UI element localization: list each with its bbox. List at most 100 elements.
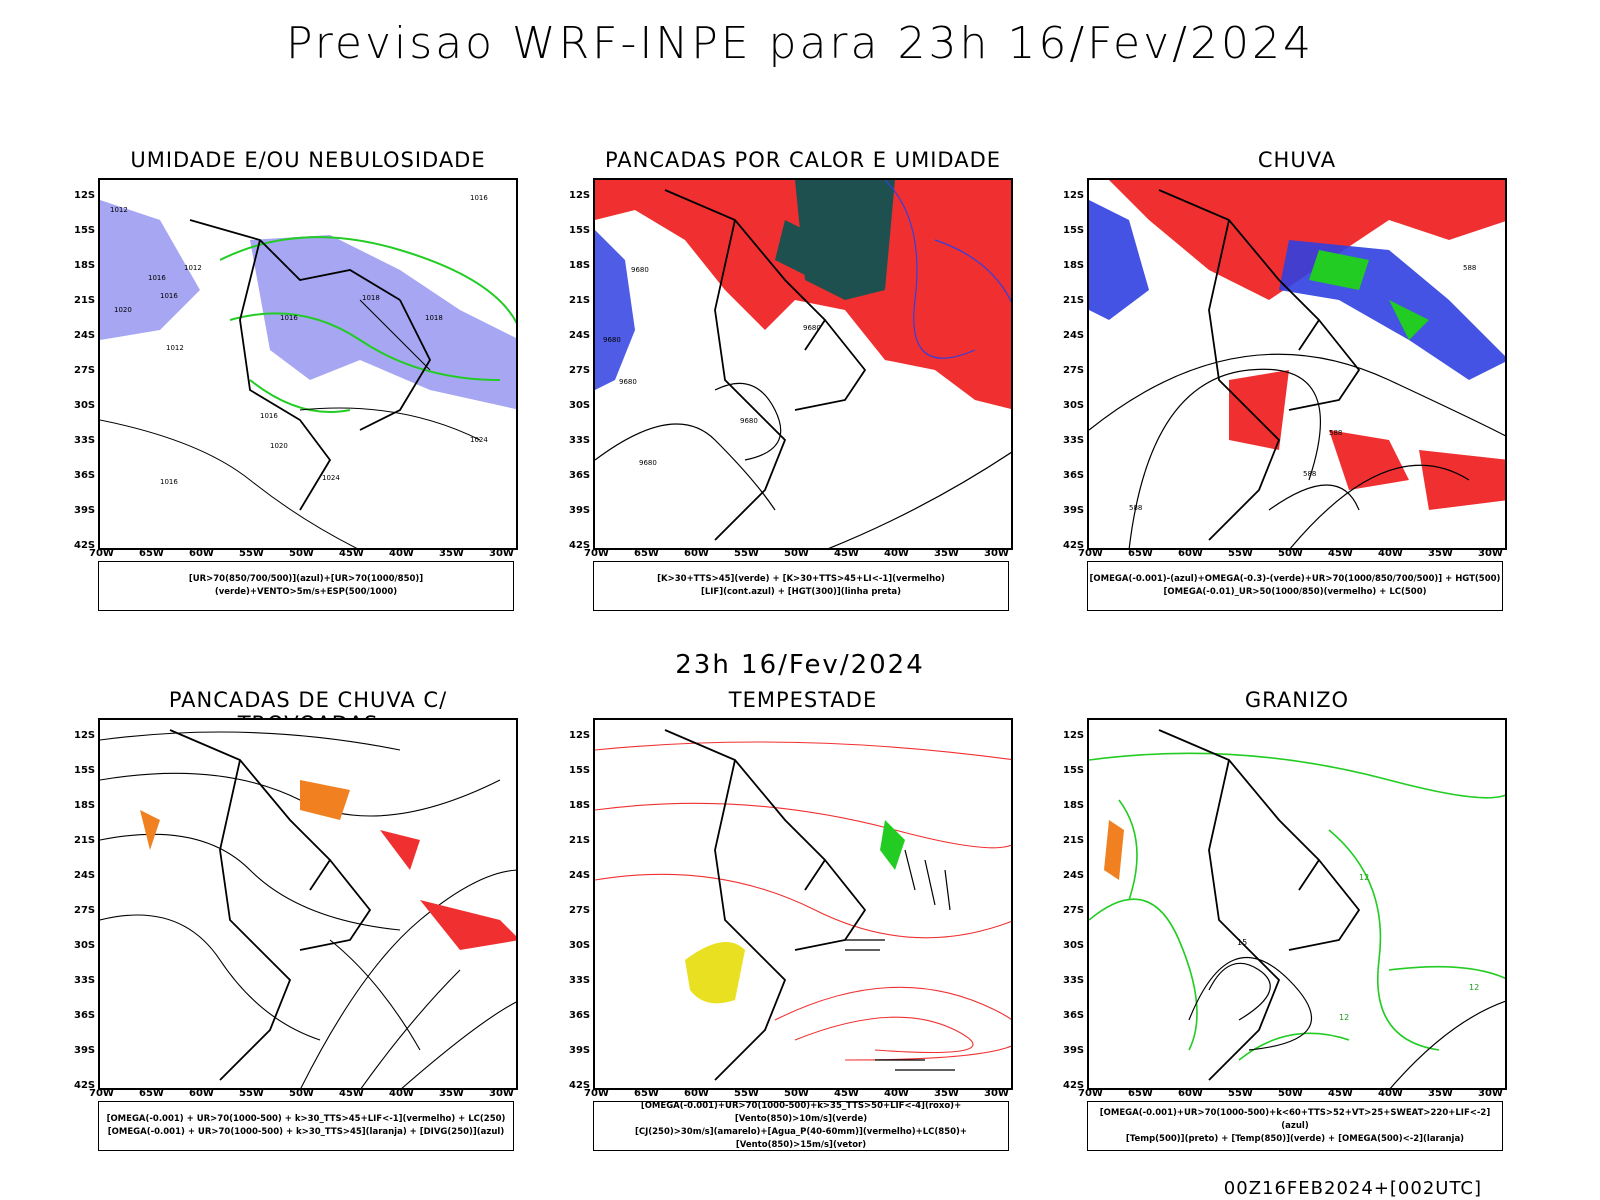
panel-trovoadas: PANCADAS DE CHUVA C/ TROVOADAS [OMEGA(-0… xyxy=(74,688,558,1183)
rain-green-area xyxy=(1309,250,1429,340)
lat-tick-label: 42S xyxy=(1063,1080,1085,1091)
lon-tick-label: 45W xyxy=(1328,1088,1353,1099)
panel-title: PANCADAS POR CALOR E UMIDADE xyxy=(604,148,1002,172)
lat-tick-label: 30S xyxy=(1063,940,1085,951)
lon-tick-label: 50W xyxy=(1278,1088,1303,1099)
lat-tick-label: 27S xyxy=(74,905,96,916)
lon-tick-label: 70W xyxy=(1078,548,1103,559)
wind-vectors xyxy=(845,849,955,1071)
lat-tick-label: 21S xyxy=(74,835,96,846)
hgt-label: 9680 xyxy=(619,378,637,386)
lat-tick-label: 24S xyxy=(74,330,96,341)
lon-tick-label: 65W xyxy=(139,1088,164,1099)
country-borders xyxy=(664,729,867,1081)
hgt-label: 9680 xyxy=(631,266,649,274)
humidity-blue-area-west xyxy=(100,200,200,340)
lat-tick-label: 24S xyxy=(569,330,591,341)
lon-tick-label: 35W xyxy=(439,1088,464,1099)
lon-tick-label: 60W xyxy=(1178,548,1203,559)
lat-tick-label: 15S xyxy=(1063,225,1085,236)
lat-tick-label: 42S xyxy=(74,540,96,551)
lon-tick-label: 45W xyxy=(1328,548,1353,559)
legend-line: [Temp(500)](preto) + [Temp(850)](verde) … xyxy=(1125,1133,1465,1144)
lon-tick-label: 55W xyxy=(239,548,264,559)
lon-tick-label: 70W xyxy=(584,548,609,559)
temp-label: 12 xyxy=(1339,1013,1349,1022)
lon-tick-label: 65W xyxy=(1128,548,1153,559)
country-borders xyxy=(169,729,372,1081)
lat-tick-label: 18S xyxy=(74,260,96,271)
lon-tick-label: 50W xyxy=(289,1088,314,1099)
hgt500-contours xyxy=(1089,353,1505,548)
panel-title: GRANIZO xyxy=(1244,688,1350,712)
lon-tick-label: 35W xyxy=(1428,1088,1453,1099)
lat-tick-label: 24S xyxy=(1063,870,1085,881)
lon-tick-label: 55W xyxy=(1228,1088,1253,1099)
legend-line: [OMEGA(-0.001) + UR>70(1000-500) + k>30_… xyxy=(106,1114,506,1124)
lat-tick-label: 27S xyxy=(569,365,591,376)
country-borders xyxy=(189,219,432,511)
lon-tick-label: 40W xyxy=(1378,1088,1403,1099)
legend-line: [OMEGA(-0.001)-(azul)+OMEGA(-0.3)-(verde… xyxy=(1089,574,1501,584)
lon-tick-label: 55W xyxy=(1228,548,1253,559)
lon-tick-label: 60W xyxy=(684,548,709,559)
lat-tick-label: 39S xyxy=(569,505,591,516)
lat-tick-label: 18S xyxy=(1063,260,1085,271)
lon-tick-label: 45W xyxy=(339,1088,364,1099)
legend-line: [OMEGA(-0.001)+UR>70(1000-500)+k>35_TTS>… xyxy=(640,1101,962,1124)
lon-tick-label: 55W xyxy=(239,1088,264,1099)
lat-tick-label: 27S xyxy=(569,905,591,916)
lat-tick-label: 42S xyxy=(569,1080,591,1091)
hgt500-label: 588 xyxy=(1329,429,1342,437)
lat-tick-label: 30S xyxy=(569,940,591,951)
hgt500-label: 588 xyxy=(1303,470,1316,478)
isobar-label: 1024 xyxy=(322,474,340,482)
lon-tick-label: 35W xyxy=(934,1088,959,1099)
lon-tick-label: 50W xyxy=(1278,548,1303,559)
lat-tick-label: 33S xyxy=(569,975,591,986)
hgt-black-contours xyxy=(595,382,1011,548)
lon-tick-label: 55W xyxy=(734,548,759,559)
main-title: Previsao WRF-INPE para 23h 16/Fev/2024 xyxy=(286,18,1314,69)
lon-tick-label: 30W xyxy=(1478,1088,1503,1099)
hgt-label: 9680 xyxy=(603,336,621,344)
lat-tick-label: 24S xyxy=(569,870,591,881)
lat-tick-label: 30S xyxy=(569,400,591,411)
isobar-label: 1016 xyxy=(470,194,488,202)
hgt-label: 9680 xyxy=(803,324,821,332)
legend-line: [OMEGA(-0.001)+UR>70(1000-500)+k<60+TTS>… xyxy=(1099,1107,1491,1131)
legend-line: [CJ(250)>30m/s](amarelo)+[Agua_P(40-60mm… xyxy=(634,1127,968,1150)
panel-title: UMIDADE E/OU NEBULOSIDADE xyxy=(130,148,486,172)
lat-tick-label: 15S xyxy=(569,765,591,776)
legend-granizo: [OMEGA(-0.001)+UR>70(1000-500)+k<60+TTS>… xyxy=(1087,1101,1503,1151)
lat-tick-label: 39S xyxy=(1063,1045,1085,1056)
lat-tick-label: 30S xyxy=(1063,400,1085,411)
lon-tick-label: 35W xyxy=(1428,548,1453,559)
lon-tick-label: 65W xyxy=(634,1088,659,1099)
map-tempestade xyxy=(593,718,1013,1090)
lon-tick-label: 60W xyxy=(1178,1088,1203,1099)
map-tempestade-svg xyxy=(595,729,1011,1081)
lif-blue-contours xyxy=(884,180,1011,359)
lat-tick-label: 15S xyxy=(569,225,591,236)
instability-red-area xyxy=(595,180,1011,409)
lon-tick-label: 40W xyxy=(1378,548,1403,559)
lat-tick-label: 15S xyxy=(1063,765,1085,776)
precipitable-water-red-contours xyxy=(595,741,1011,1061)
lon-tick-label: 35W xyxy=(439,548,464,559)
lon-tick-label: 45W xyxy=(834,548,859,559)
temp-label: 12 xyxy=(1469,983,1479,992)
thunder-red-area xyxy=(380,830,516,950)
lat-tick-label: 36S xyxy=(569,470,591,481)
lat-tick-label: 42S xyxy=(1063,540,1085,551)
legend-umidade: [UR>70(850/700/500)](azul)+[UR>70(1000/8… xyxy=(98,561,514,611)
lat-tick-label: 30S xyxy=(74,400,96,411)
isobar-label: 1016 xyxy=(280,314,298,322)
instability-green-area xyxy=(775,180,895,300)
panel-title: TEMPESTADE xyxy=(728,688,878,712)
lat-tick-label: 33S xyxy=(1063,435,1085,446)
hail-orange-area xyxy=(1104,820,1124,880)
hgt500-label: 588 xyxy=(1463,264,1476,272)
lat-tick-label: 12S xyxy=(74,190,96,201)
lon-tick-label: 40W xyxy=(884,1088,909,1099)
